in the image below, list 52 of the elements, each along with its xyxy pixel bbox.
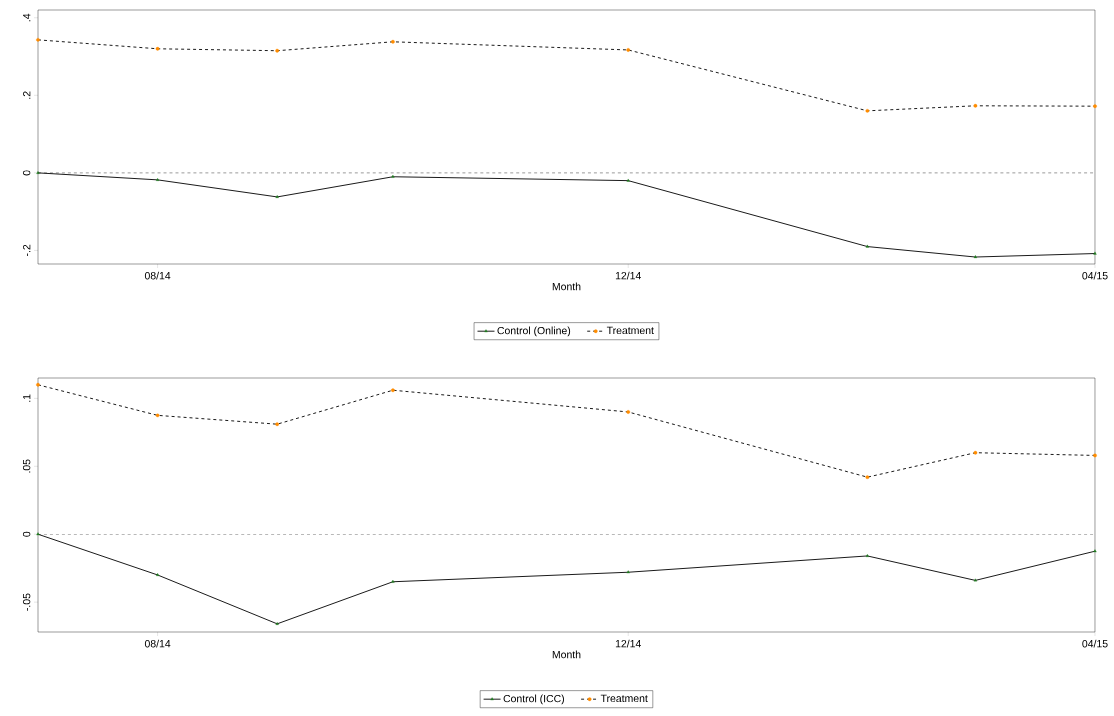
point (1093, 251, 1097, 255)
y-tick-label: .2 (23, 91, 31, 99)
point (973, 450, 978, 455)
x-tick-label: 04/15 (1082, 639, 1108, 648)
legend-label: Treatment (606, 326, 654, 335)
point (1093, 549, 1097, 553)
point (275, 195, 279, 198)
point (36, 532, 40, 536)
point (626, 178, 630, 182)
point (275, 622, 279, 625)
x-tick-label: 12/14 (615, 639, 641, 648)
point (865, 244, 870, 248)
point (155, 413, 160, 418)
point (1093, 453, 1097, 458)
legend-label: Control (ICC) (503, 694, 564, 705)
point (391, 39, 395, 44)
point (391, 388, 395, 393)
point (626, 410, 631, 414)
point (275, 48, 280, 53)
x-axis-title: Month (552, 282, 581, 291)
point (865, 554, 870, 557)
point (391, 579, 395, 583)
point (973, 255, 978, 259)
point (865, 475, 870, 480)
point (973, 578, 978, 582)
y-tick-label: .4 (23, 13, 31, 22)
x-tick-label: 12/14 (615, 271, 641, 280)
y-tick-label: 0 (22, 531, 31, 537)
x-tick-label: 08/14 (144, 271, 171, 280)
point (1093, 104, 1097, 109)
y-tick-label: .1 (23, 394, 31, 402)
y-tick-label: .05 (22, 459, 31, 473)
point (36, 382, 40, 387)
point (36, 38, 40, 42)
point (275, 422, 280, 427)
y-tick-label: -.05 (22, 593, 31, 611)
point (626, 48, 631, 52)
x-axis-title: Month (552, 650, 581, 659)
point (865, 108, 870, 113)
legend-label: Treatment (600, 694, 648, 703)
legend-label: Control (Online) (497, 326, 571, 337)
point (973, 103, 978, 108)
point (155, 178, 160, 181)
point (155, 46, 160, 51)
point (626, 570, 630, 574)
point (36, 171, 40, 174)
point (391, 174, 395, 178)
x-tick-label: 04/15 (1082, 271, 1108, 280)
point (155, 573, 160, 576)
x-tick-label: 08/14 (144, 639, 171, 648)
y-tick-label: -.2 (23, 244, 31, 257)
y-tick-label: 0 (22, 170, 31, 176)
